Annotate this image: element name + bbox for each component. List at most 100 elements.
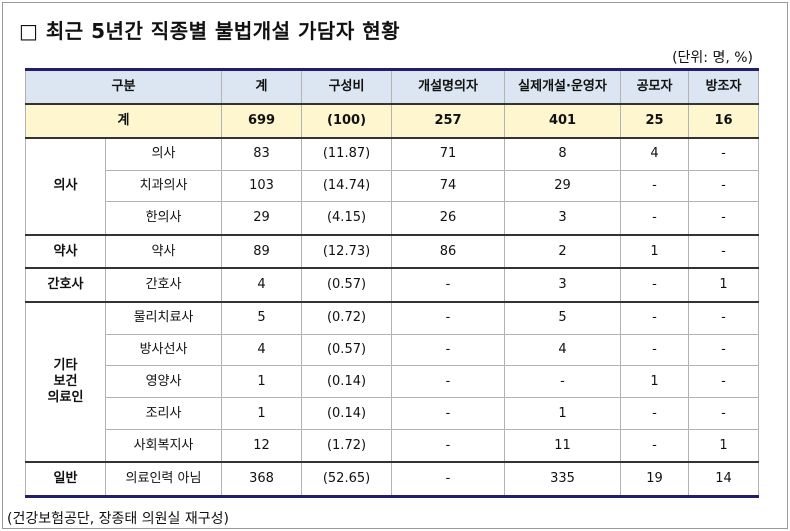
data-cell: - (688, 137, 760, 171)
data-cell: (0.57) (301, 267, 393, 303)
data-cell: 29 (221, 201, 303, 236)
data-cell: - (688, 169, 760, 203)
table-row: 일반 의료인력 아님 368 (52.65) -335 19 14 (25, 460, 760, 498)
data-cell: 103 (221, 169, 303, 203)
total-cell: 16 (688, 103, 760, 139)
data-cell: - (391, 397, 506, 430)
data-cell: (52.65) (301, 460, 393, 498)
total-cell: (100) (301, 103, 393, 139)
data-cell: 4 (504, 333, 622, 367)
data-cell: - (391, 460, 506, 498)
data-cell: - (688, 201, 760, 236)
total-cell: 25 (620, 103, 690, 139)
data-cell: (12.73) (301, 233, 393, 269)
page-title: □ 최근 5년간 직종별 불법개설 가담자 현황 (19, 19, 400, 43)
data-cell: (14.74) (301, 169, 393, 203)
data-cell: - (620, 267, 690, 303)
source-note: (건강보험공단, 장종태 의원실 재구성) (7, 511, 229, 527)
sub-label: 사회복지사 (104, 428, 223, 463)
column-header: 방조자 (688, 68, 760, 106)
data-cell: - (620, 169, 690, 203)
total-cell: 257 (391, 103, 506, 139)
column-header: 구분 (24, 68, 223, 106)
total-cell: 401 (504, 103, 622, 139)
data-cell: (4.15) (301, 201, 393, 236)
data-cell: - (620, 201, 690, 236)
data-cell: 74 (391, 169, 506, 203)
data-cell: (0.14) (301, 365, 393, 399)
data-cell: 29 (504, 169, 622, 203)
table-row: 영양사 1 (0.14) - -1- (26, 365, 760, 399)
table-row: 사회복지사 12 (1.72) -11-1 (26, 428, 760, 463)
table-row: 간호사 간호사 4 (0.57) -3-1 (25, 267, 760, 303)
data-cell: 1 (688, 267, 760, 303)
column-header: 구성비 (301, 68, 393, 106)
data-cell: - (620, 397, 690, 430)
data-cell: - (688, 233, 760, 269)
column-header: 실제개설·운영자 (504, 68, 622, 106)
data-cell: - (504, 365, 622, 399)
group-label: 일반 (25, 460, 106, 498)
sub-label: 치과의사 (104, 169, 223, 203)
column-header: 계 (221, 68, 303, 106)
table-row: 치과의사 103 (14.74) 74 29- - (26, 169, 760, 203)
data-cell: 335 (504, 460, 622, 498)
sub-label: 방사선사 (104, 333, 223, 367)
group-label: 약사 (25, 233, 106, 269)
data-cell: 2 (504, 233, 622, 269)
sub-label: 영양사 (104, 365, 223, 399)
table-row: 조리사 1 (0.14) -1- - (26, 397, 760, 430)
data-cell: 83 (221, 137, 303, 171)
stats-table: 구분 계 구성비 개설명의자 실제개설·운영자 공모자 방조자 계 699 (100) 257 401… (24, 68, 760, 498)
data-cell: 368 (221, 460, 303, 498)
data-cell: - (688, 365, 760, 399)
sub-label: 의료인력 아님 (104, 460, 223, 498)
table-header-row: 구분 계 구성비 개설명의자 실제개설·운영자 공모자 방조자 (24, 68, 760, 106)
data-cell: 3 (504, 267, 622, 303)
table-row: 방사선사 4 (0.57) -4- - (26, 333, 760, 367)
sub-label: 한의사 (104, 201, 223, 236)
data-cell: 19 (620, 460, 690, 498)
table-row: 기타 보건 의료인 물리치료사 5 (0.72) -5- - (25, 300, 760, 463)
data-cell: - (620, 300, 690, 335)
data-cell: 1 (221, 397, 303, 430)
data-cell: - (391, 267, 506, 303)
data-cell: 5 (504, 300, 622, 335)
data-cell: - (391, 365, 506, 399)
sub-label: 의사 (104, 137, 223, 171)
data-cell: - (391, 300, 506, 335)
total-row: 계 699 (100) 257 401 25 16 (24, 103, 760, 139)
sub-label: 조리사 (104, 397, 223, 430)
table-row: 한의사 29 (4.15) 26 3- - (26, 201, 760, 236)
data-cell: 1 (688, 428, 760, 463)
unit-note: (단위: 명, %) (672, 50, 753, 66)
data-cell: (0.14) (301, 397, 393, 430)
data-cell: 3 (504, 201, 622, 236)
data-cell: 8 (504, 137, 622, 171)
data-cell: 11 (504, 428, 622, 463)
stats-table-body: 구분 계 구성비 개설명의자 실제개설·운영자 공모자 방조자 계 699 (100) 257 401… (24, 68, 760, 498)
data-cell: 1 (221, 365, 303, 399)
data-cell: - (688, 333, 760, 367)
data-cell: - (391, 428, 506, 463)
table-row: 의사 의사 83 (11.87) 71 8 4- (25, 137, 760, 236)
data-cell: 71 (391, 137, 506, 171)
sub-label: 물리치료사 (104, 300, 223, 335)
data-cell: 12 (221, 428, 303, 463)
table-row: 약사 약사 89 (12.73) 86 2 1- (25, 233, 760, 269)
group-label: 기타 보건 의료인 (25, 300, 106, 463)
group-label: 의사 (25, 137, 106, 236)
data-cell: 5 (221, 300, 303, 335)
data-cell: 89 (221, 233, 303, 269)
data-cell: - (688, 397, 760, 430)
data-cell: - (391, 333, 506, 367)
data-cell: 1 (504, 397, 622, 430)
data-cell: (1.72) (301, 428, 393, 463)
data-cell: 1 (620, 233, 690, 269)
data-cell: 4 (221, 267, 303, 303)
data-cell: 86 (391, 233, 506, 269)
total-label: 계 (24, 103, 223, 139)
column-header: 공모자 (620, 68, 690, 106)
total-cell: 699 (221, 103, 303, 139)
